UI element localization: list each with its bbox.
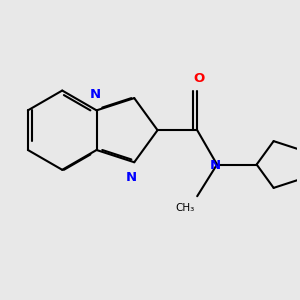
Text: N: N bbox=[89, 88, 100, 101]
Text: CH₃: CH₃ bbox=[175, 203, 194, 213]
Text: N: N bbox=[126, 171, 137, 184]
Text: O: O bbox=[193, 72, 205, 85]
Text: N: N bbox=[210, 159, 221, 172]
